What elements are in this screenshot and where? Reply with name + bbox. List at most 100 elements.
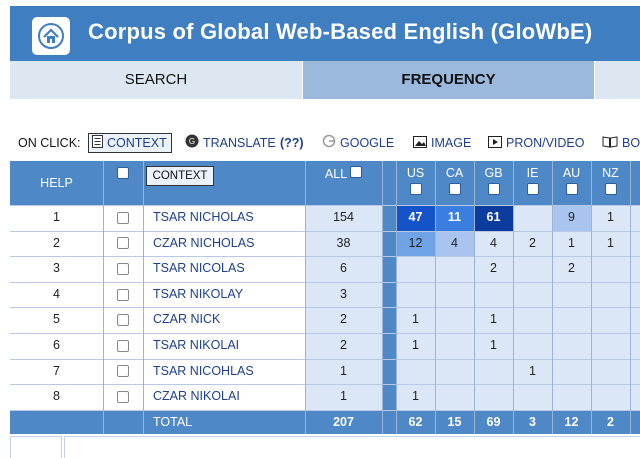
row-divider [10, 256, 640, 258]
country-frequency[interactable]: 1 [412, 338, 419, 352]
country-frequency[interactable]: 1 [412, 312, 419, 327]
document-icon [92, 134, 103, 153]
country-frequency[interactable]: 4 [435, 230, 474, 257]
option-image[interactable]: IMAGE [413, 133, 471, 153]
country-frequency [396, 256, 435, 282]
country-frequency[interactable]: 2 [568, 261, 575, 276]
row-checkbox-cell [103, 256, 143, 282]
country-frequency[interactable]: 61 [474, 205, 513, 231]
option-book[interactable]: BO [602, 133, 640, 153]
row-divider [10, 230, 640, 232]
country-frequency[interactable]: 4 [490, 235, 497, 250]
word-link[interactable]: TSAR NICOHLAS [153, 363, 254, 378]
row-checkbox-cell [103, 205, 143, 231]
word-link[interactable]: CZAR NICHOLAS [153, 235, 255, 250]
country-frequency[interactable]: 1 [412, 389, 419, 404]
country-frequency[interactable]: 1 [607, 210, 614, 224]
country-header[interactable]: AU [552, 161, 591, 205]
all-checkbox[interactable] [350, 166, 363, 178]
country-frequency[interactable]: 11 [435, 205, 474, 231]
home-button[interactable] [32, 17, 70, 55]
row-checkbox[interactable] [117, 211, 129, 224]
country-frequency[interactable]: 1 [490, 312, 497, 327]
option-translate[interactable]: G TRANSLATE [185, 133, 276, 153]
tab-search[interactable]: SEARCH [10, 61, 302, 99]
option-google[interactable]: GOOGLE [322, 133, 394, 153]
country-header[interactable]: IE [513, 161, 552, 205]
row-checkbox-cell [103, 333, 143, 359]
word-link[interactable]: TSAR NICHOLAS [153, 210, 254, 224]
context-button[interactable]: CONTEXT [146, 166, 214, 186]
tab-frequency[interactable]: FREQUENCY [303, 61, 594, 99]
country-header[interactable]: US [396, 161, 435, 205]
row-divider [10, 281, 640, 283]
country-checkbox[interactable] [487, 183, 500, 195]
home-icon [38, 23, 64, 49]
translate-language-link[interactable]: (??) [280, 136, 304, 150]
country-frequency [513, 256, 552, 282]
word-link[interactable]: CZAR NICK [153, 312, 221, 327]
country-header[interactable]: GB [474, 161, 513, 205]
help-header[interactable]: HELP [40, 176, 73, 190]
row-number: 1 [53, 210, 60, 224]
country-frequency [552, 282, 591, 308]
country-frequency[interactable]: 2 [490, 261, 497, 276]
country-frequency[interactable]: 2 [529, 235, 536, 250]
row-checkbox[interactable] [117, 314, 129, 327]
option-context-label: CONTEXT [107, 136, 167, 150]
option-pron-video-label: PRON/VIDEO [506, 136, 585, 150]
country-code: AU [562, 166, 581, 180]
country-frequency[interactable]: 9 [552, 205, 591, 231]
row-number: 6 [53, 338, 60, 352]
row-checkbox[interactable] [117, 262, 129, 275]
row-divider [10, 409, 640, 411]
country-frequency[interactable]: 12 [396, 230, 435, 257]
book-icon [602, 134, 618, 154]
app-header: Corpus of Global Web-Based English (GloW… [10, 6, 640, 61]
all-frequency[interactable]: 3 [340, 286, 347, 301]
country-frequency [513, 384, 552, 410]
column-divider [143, 161, 144, 434]
all-frequency[interactable]: 1 [340, 389, 347, 404]
tab-more[interactable] [595, 61, 640, 99]
all-frequency[interactable]: 38 [336, 235, 351, 250]
country-checkbox[interactable] [526, 183, 539, 195]
country-checkbox[interactable] [604, 183, 617, 195]
country-frequency[interactable]: 1 [568, 235, 575, 250]
country-frequency[interactable]: 1 [607, 235, 614, 250]
option-pron-video[interactable]: PRON/VIDEO [488, 133, 585, 153]
row-checkbox[interactable] [117, 288, 129, 301]
word-link[interactable]: TSAR NICOLAS [153, 261, 245, 276]
country-frequency[interactable]: 1 [529, 363, 536, 378]
select-all-checkbox[interactable] [117, 167, 129, 179]
country-code: US [406, 166, 425, 180]
country-frequency[interactable]: 47 [396, 205, 435, 231]
row-checkbox[interactable] [117, 339, 129, 352]
country-checkbox[interactable] [448, 183, 461, 195]
country-frequency [435, 359, 474, 385]
country-frequency [591, 307, 630, 333]
all-frequency[interactable]: 1 [340, 363, 347, 378]
country-checkbox[interactable] [409, 183, 422, 195]
row-divider [10, 333, 640, 334]
all-header[interactable]: ALL [305, 161, 382, 205]
header-separator [382, 161, 396, 205]
row-checkbox[interactable] [117, 237, 129, 250]
all-frequency[interactable]: 2 [340, 312, 347, 327]
option-context[interactable]: CONTEXT [88, 133, 172, 153]
country-header[interactable]: CA [435, 161, 474, 205]
country-header[interactable]: NZ [591, 161, 630, 205]
row-checkbox[interactable] [117, 365, 129, 378]
row-checkbox[interactable] [117, 390, 129, 403]
all-frequency[interactable]: 2 [340, 338, 347, 352]
all-frequency[interactable]: 154 [333, 210, 354, 224]
all-frequency[interactable]: 6 [340, 261, 347, 276]
country-checkbox[interactable] [565, 183, 578, 195]
bottom-panel-left [10, 436, 62, 458]
column-divider [630, 161, 631, 434]
word-link[interactable]: CZAR NIKOLAI [153, 389, 240, 404]
country-frequency[interactable]: 1 [490, 338, 497, 352]
word-link[interactable]: TSAR NIKOLAI [153, 338, 240, 352]
word-link[interactable]: TSAR NIKOLAY [153, 286, 244, 301]
image-icon [413, 134, 427, 154]
